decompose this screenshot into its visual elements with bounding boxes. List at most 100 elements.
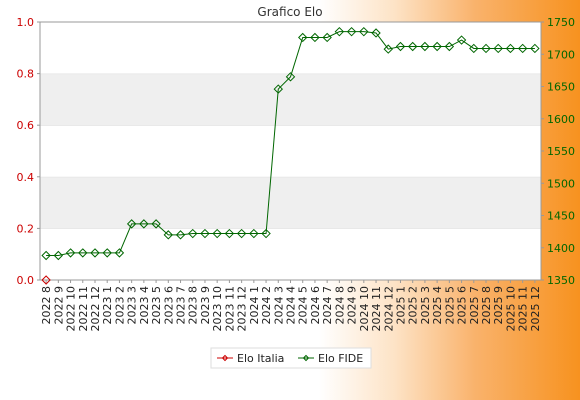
data-point <box>298 32 308 43</box>
x-tick-label: 2024 3 <box>272 286 285 325</box>
x-tick-label: 2025 5 <box>443 286 456 325</box>
data-point <box>432 41 442 52</box>
data-point <box>456 35 467 45</box>
series-line <box>46 31 535 256</box>
right-axis: 1350 1400 1450 1500 1550 1600 1650 1700 1750 <box>541 16 575 287</box>
data-point <box>151 219 161 229</box>
data-point <box>261 228 271 239</box>
right-tick-label: 1400 <box>547 242 575 255</box>
x-tick-label: 2024 1 <box>248 286 261 325</box>
grid-band <box>40 22 541 74</box>
data-point <box>41 250 51 261</box>
x-tick-label: 2023 2 <box>113 286 126 325</box>
left-tick-label: 0.2 <box>17 222 35 235</box>
x-tick-label: 2022 11 <box>77 286 90 332</box>
plot-bands <box>40 21 541 280</box>
data-point <box>395 41 406 52</box>
right-tick-label: 1750 <box>547 16 575 29</box>
x-tick-label: 2024 6 <box>309 286 322 325</box>
x-tick-label: 2024 9 <box>346 286 359 325</box>
data-point <box>273 84 283 94</box>
x-tick-label: 2023 9 <box>199 286 212 325</box>
x-tick-label: 2025 1 <box>394 286 407 325</box>
grid-band <box>40 176 541 229</box>
x-tick-label: 2024 12 <box>382 286 395 332</box>
right-tick-label: 1600 <box>547 113 575 126</box>
right-tick-label: 1550 <box>547 145 575 158</box>
right-tick-label: 1500 <box>547 177 575 190</box>
x-tick-label: 2023 12 <box>236 286 249 332</box>
data-point <box>407 41 418 52</box>
legend-marker <box>221 354 229 362</box>
series-layer <box>41 26 540 285</box>
legend: Elo Italia Elo FIDE <box>210 347 372 369</box>
data-point <box>212 228 222 239</box>
x-tick-label: 2023 6 <box>162 286 175 325</box>
x-tick-label: 2025 2 <box>407 286 420 325</box>
data-point <box>200 228 210 239</box>
data-point <box>481 43 491 54</box>
data-point <box>188 228 198 239</box>
grid-band <box>40 125 541 177</box>
data-point <box>517 43 528 54</box>
x-tick-label: 2024 10 <box>358 286 371 332</box>
x-tick-label: 2022 8 <box>40 286 53 325</box>
legend-marker <box>302 354 310 362</box>
data-point <box>371 28 381 38</box>
data-point <box>236 228 247 239</box>
legend-label: Elo FIDE <box>318 352 363 365</box>
x-tick-label: 2023 11 <box>223 286 236 332</box>
x-tick-label: 2025 3 <box>419 286 432 325</box>
x-tick-label: 2023 8 <box>187 286 200 325</box>
x-tick-label: 2023 7 <box>175 286 188 325</box>
data-point <box>114 248 125 258</box>
x-tick-label: 2024 4 <box>285 286 298 325</box>
left-tick-label: 0.6 <box>17 119 35 132</box>
left-tick-label: 0.8 <box>17 68 35 81</box>
x-tick-label: 2025 12 <box>529 286 542 332</box>
data-point <box>359 26 369 37</box>
x-tick-label: 2024 11 <box>370 286 383 332</box>
left-tick-label: 0.4 <box>17 171 35 184</box>
right-tick-label: 1650 <box>547 81 575 94</box>
grid-band <box>40 73 541 126</box>
x-tick-label: 2025 4 <box>431 286 444 325</box>
x-tick-label: 2024 2 <box>260 286 273 325</box>
data-point <box>383 44 393 54</box>
x-tick-label: 2023 1 <box>101 286 114 325</box>
data-point <box>65 248 76 258</box>
data-point <box>420 41 430 52</box>
right-tick-label: 1700 <box>547 48 575 61</box>
x-tick-label: 2023 10 <box>211 286 224 332</box>
data-point <box>322 32 332 43</box>
data-point <box>102 248 112 258</box>
x-tick-label: 2023 4 <box>138 286 151 325</box>
grid-band <box>40 228 541 280</box>
data-point <box>444 41 455 52</box>
data-point <box>310 32 320 43</box>
data-point <box>224 228 235 239</box>
data-point <box>53 250 64 261</box>
data-point <box>493 43 503 54</box>
x-tick-label: 2025 9 <box>492 286 505 325</box>
data-point <box>530 43 540 54</box>
data-point <box>285 72 296 82</box>
legend-box <box>210 347 372 369</box>
data-point <box>163 230 174 240</box>
x-tick-label: 2022 10 <box>65 286 78 332</box>
data-point <box>126 219 137 229</box>
data-point <box>334 26 345 37</box>
right-tick-label: 1350 <box>547 274 575 287</box>
x-tick-label: 2025 7 <box>468 286 481 325</box>
data-point <box>249 228 259 239</box>
x-tick-label: 2022 12 <box>89 286 102 332</box>
x-tick-label: 2022 9 <box>52 286 65 325</box>
x-tick-label: 2025 11 <box>517 286 530 332</box>
x-tick-label: 2024 5 <box>297 286 310 325</box>
x-tick-label: 2023 3 <box>126 286 139 325</box>
data-point <box>469 43 479 54</box>
right-tick-label: 1450 <box>547 210 575 223</box>
